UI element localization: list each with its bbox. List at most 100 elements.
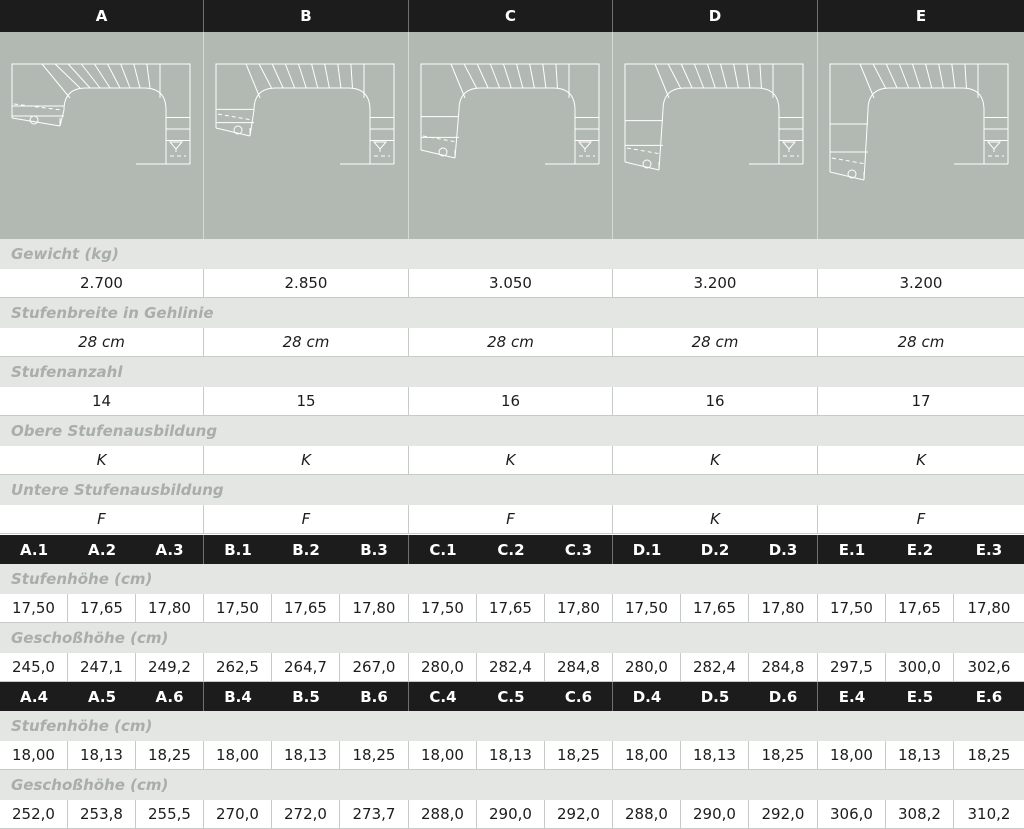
subvariant-code: C.3 — [545, 535, 613, 564]
subvariant-value: 252,0 — [0, 800, 68, 829]
subvariant-code: B.1 — [224, 540, 252, 559]
stair-plan-drawing — [420, 63, 600, 165]
subvariant-value: 282,4 — [477, 653, 545, 682]
subvariant-value: 302,6 — [954, 653, 1024, 682]
subvariant-code: A.6 — [136, 682, 204, 711]
subvariant-value: 300,0 — [886, 653, 954, 682]
value-b: 2.850 — [204, 269, 409, 298]
subvariant-value: 273,7 — [340, 800, 409, 829]
subvariant-code: A.3 — [136, 535, 204, 564]
row-label: Obere Stufenausbildung — [11, 422, 218, 440]
subvariant-value: 18,00 — [613, 741, 681, 770]
subvariant-value: 262,5 — [204, 653, 272, 682]
variant-header-b: B — [204, 0, 409, 32]
value-e: K — [818, 446, 1024, 475]
subvariant-value: 18,00 — [0, 741, 68, 770]
section-label-1: Stufenbreite in Gehlinie — [0, 298, 1024, 328]
subvariant-code: B.3 — [340, 535, 409, 564]
subvariant-value: 272,0 — [272, 800, 340, 829]
subvariant-value: 17,65 — [681, 594, 749, 623]
value-b: 15 — [204, 387, 409, 416]
subvariant-value: 18,00 — [409, 741, 477, 770]
subvariant-value: 280,0 — [409, 653, 477, 682]
value-d: K — [613, 505, 818, 534]
subvariant-value: 18,13 — [68, 741, 136, 770]
subvariant-value: 17,50 — [613, 594, 681, 623]
value-e: 28 cm — [818, 328, 1024, 357]
value-b: F — [204, 505, 409, 534]
stair-plan-e — [818, 32, 1024, 239]
subvariant-value: 249,2 — [136, 653, 204, 682]
value-e: 17 — [818, 387, 1024, 416]
subvariant-value: 18,25 — [136, 741, 204, 770]
row-label: Stufenanzahl — [11, 363, 123, 381]
subvariant-header-row-0: A.1 A.2 A.3 B.1 B.2 B.3 C.1 C.2 C.3 D.1 D.2 D.3 E.1 E… — [0, 535, 1024, 564]
stair-plan-drawing — [624, 63, 804, 171]
value-a: F — [0, 505, 204, 534]
subvariant-code: A.1 — [19, 540, 49, 559]
subvariant-value: 245,0 — [0, 653, 68, 682]
subvariant-code: B.2 — [292, 540, 320, 559]
subvariant-header-row-1: A.4 A.5 A.6 B.4 B.5 B.6 C.4 C.5 C.6 D.4 D.5 D.6 E.4 E… — [0, 682, 1024, 711]
subvariant-value: 306,0 — [818, 800, 886, 829]
variant-header-d: D — [613, 0, 818, 32]
row-label: Geschoßhöhe (cm) — [11, 629, 169, 647]
value-e: F — [818, 505, 1024, 534]
section-label-4: Untere Stufenausbildung — [0, 475, 1024, 505]
value-a: 2.700 — [0, 269, 204, 298]
row-label: Geschoßhöhe (cm) — [11, 776, 169, 794]
stair-plan-d — [613, 32, 818, 239]
subvariant-value: 18,13 — [681, 741, 749, 770]
value-c: F — [409, 505, 613, 534]
subvariant-value: 17,50 — [409, 594, 477, 623]
subvariant-value: 17,65 — [68, 594, 136, 623]
subvariant-value: 18,25 — [545, 741, 613, 770]
subvariant-value: 292,0 — [545, 800, 613, 829]
subvariant-value: 17,65 — [477, 594, 545, 623]
subvariant-code: C.6 — [545, 682, 613, 711]
section-label-2: Stufenanzahl — [0, 357, 1024, 387]
subvariant-value: 292,0 — [749, 800, 818, 829]
value-a: 14 — [0, 387, 204, 416]
stair-plan-drawing — [829, 63, 1009, 181]
subvariant-value: 284,8 — [749, 653, 818, 682]
subvariant-value: 17,80 — [545, 594, 613, 623]
subvariant-value: 297,5 — [818, 653, 886, 682]
subvariant-value: 17,80 — [136, 594, 204, 623]
subgroup-0-values-0: 17,50 17,65 17,80 17,50 17,65 17,80 17,50 17,65… — [0, 594, 1024, 623]
subvariant-value: 280,0 — [613, 653, 681, 682]
subvariant-code: D.6 — [749, 682, 818, 711]
value-c: 3.050 — [409, 269, 613, 298]
subvariant-value: 18,00 — [204, 741, 272, 770]
subvariant-code: E.5 — [906, 687, 934, 706]
subvariant-code: D.1 — [632, 540, 662, 559]
subvariant-value: 17,80 — [954, 594, 1024, 623]
subvariant-code: B.6 — [340, 682, 409, 711]
subvariant-code: E.6 — [975, 687, 1003, 706]
value-d: K — [613, 446, 818, 475]
subvariant-value: 17,50 — [204, 594, 272, 623]
subgroup-0-label-1: Geschoßhöhe (cm) — [0, 623, 1024, 653]
section-label-0: Gewicht (kg) — [0, 239, 1024, 269]
subvariant-value: 17,50 — [818, 594, 886, 623]
subgroup-0-values-1: 245,0 247,1 249,2 262,5 264,7 267,0 280,0 282,4… — [0, 653, 1024, 682]
subvariant-code: E.3 — [975, 540, 1003, 559]
subvariant-value: 270,0 — [204, 800, 272, 829]
subvariant-code: B.4 — [224, 687, 252, 706]
subvariant-value: 247,1 — [68, 653, 136, 682]
subvariant-code: E.4 — [838, 687, 866, 706]
subvariant-value: 255,5 — [136, 800, 204, 829]
row-label: Stufenbreite in Gehlinie — [11, 304, 214, 322]
subvariant-value: 284,8 — [545, 653, 613, 682]
section-label-3: Obere Stufenausbildung — [0, 416, 1024, 446]
subvariant-code: D.3 — [749, 535, 818, 564]
row-label: Untere Stufenausbildung — [11, 481, 224, 499]
value-d: 28 cm — [613, 328, 818, 357]
subvariant-value: 17,65 — [272, 594, 340, 623]
subvariant-value: 282,4 — [681, 653, 749, 682]
subvariant-code: D.2 — [700, 540, 730, 559]
